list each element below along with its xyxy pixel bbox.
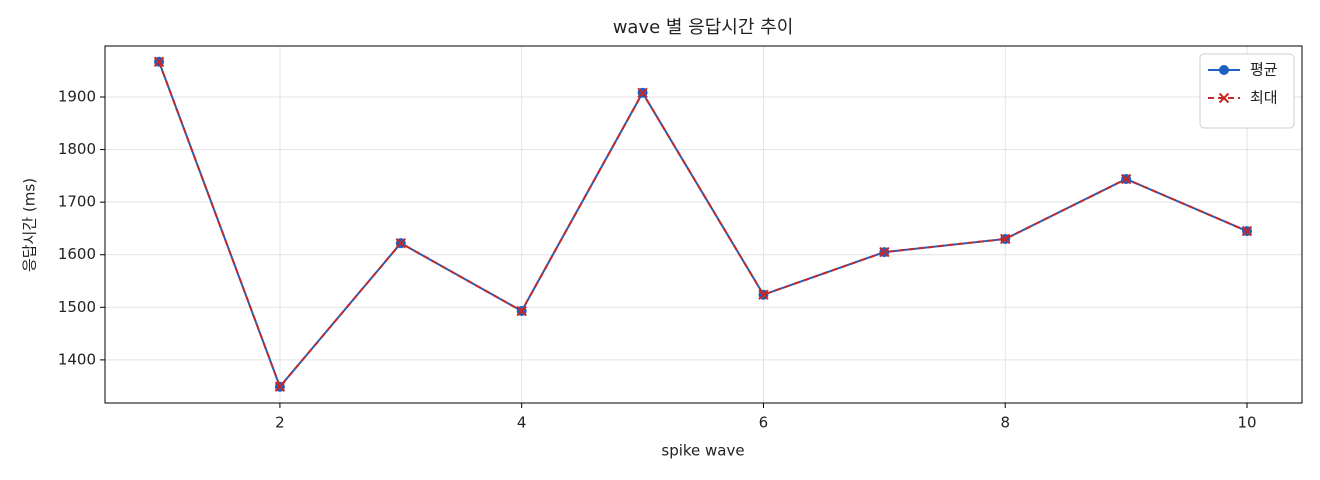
y-tick-label: 1900	[58, 88, 96, 106]
x-tick-label: 4	[517, 414, 527, 432]
y-tick-label: 1500	[58, 298, 96, 316]
series-line	[158, 61, 1248, 389]
legend-label: 최대	[1250, 89, 1278, 107]
x-tick-label: 10	[1237, 414, 1256, 432]
legend-marker	[1219, 65, 1229, 75]
marker	[637, 87, 648, 99]
x-axis-label: spike wave	[661, 442, 744, 460]
marker	[395, 237, 407, 249]
x-tick-label: 8	[1000, 414, 1010, 432]
y-tick-label: 1800	[58, 140, 96, 158]
y-tick-label: 1700	[58, 193, 96, 211]
legend-label: 평균	[1250, 61, 1278, 79]
legend-box	[1199, 53, 1295, 129]
marker	[758, 289, 769, 300]
y-axis-label: 응답시간 (ms)	[21, 178, 39, 272]
marker	[1241, 225, 1253, 237]
marker	[1000, 233, 1011, 245]
plot-frame	[104, 45, 1303, 404]
marker	[516, 305, 527, 317]
legend-marker	[1218, 92, 1230, 104]
marker	[274, 381, 286, 392]
y-tick-label: 1600	[58, 245, 96, 263]
x-tick-label: 2	[275, 414, 285, 432]
y-tick-label: 1400	[58, 350, 96, 368]
marker	[1120, 173, 1132, 185]
marker	[153, 56, 165, 67]
marker	[879, 246, 890, 258]
chart-title: wave 별 응답시간 추이	[613, 17, 794, 38]
x-tick-label: 6	[759, 414, 769, 432]
